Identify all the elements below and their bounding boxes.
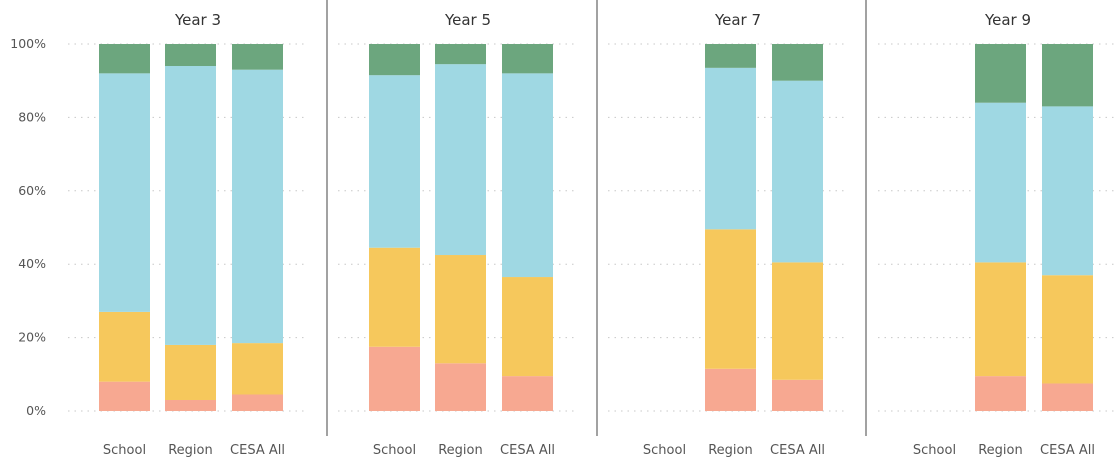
category-label: CESA All xyxy=(500,443,555,458)
y-tick-label: 100% xyxy=(10,36,46,51)
bar-segment xyxy=(705,229,756,369)
panel-title: Year 3 xyxy=(174,11,221,29)
bar-segment xyxy=(705,368,756,411)
bar-segment xyxy=(1042,383,1093,411)
bar-segment xyxy=(99,311,150,382)
bar-segment xyxy=(502,277,553,377)
bar-segment xyxy=(975,102,1026,263)
bar-segment xyxy=(772,379,823,411)
y-axis: 0% 20% 40% 60% 80% 100% xyxy=(10,36,46,418)
panel-title: Year 5 xyxy=(444,11,491,29)
bar-segment xyxy=(232,343,283,395)
bar-segment xyxy=(165,344,216,400)
bar-segment xyxy=(435,255,486,364)
category-label: Region xyxy=(168,443,213,458)
category-label: School xyxy=(373,443,416,458)
bar-segment xyxy=(1042,44,1093,107)
bar-segment xyxy=(772,262,823,380)
y-tick-label: 40% xyxy=(18,256,46,271)
bar-segment xyxy=(232,69,283,344)
bar-segment xyxy=(165,399,216,411)
y-tick-label: 80% xyxy=(18,109,46,124)
bar-segment xyxy=(975,262,1026,377)
category-label: Region xyxy=(708,443,753,458)
category-label: CESA All xyxy=(770,443,825,458)
bar-segment xyxy=(772,44,823,81)
y-tick-label: 20% xyxy=(18,330,46,345)
bar-segment xyxy=(369,346,420,411)
category-label: CESA All xyxy=(1040,443,1095,458)
bar-segment xyxy=(435,363,486,411)
bar-segment xyxy=(1042,275,1093,384)
bar-segment xyxy=(502,376,553,411)
bar-segment xyxy=(369,44,420,76)
bar-segment xyxy=(705,67,756,230)
panel-year-5: Year 5 School Region CESA All xyxy=(369,11,555,458)
bar-segment xyxy=(502,73,553,278)
bar-segment xyxy=(369,75,420,248)
bar-segment xyxy=(502,44,553,74)
bar-segment xyxy=(435,44,486,65)
bar-segment xyxy=(99,73,150,312)
bar-segment xyxy=(772,80,823,263)
bar-segment xyxy=(165,44,216,67)
bar-segment xyxy=(99,44,150,74)
bar-segment xyxy=(1042,106,1093,276)
category-label: School xyxy=(643,443,686,458)
bar-segment xyxy=(232,394,283,411)
category-label: School xyxy=(913,443,956,458)
panel-dividers xyxy=(326,0,867,436)
panel-year-3: Year 3 School Region CESA All xyxy=(99,11,285,458)
bar-segment xyxy=(99,381,150,411)
gridlines xyxy=(68,43,1117,412)
bar-segment xyxy=(975,376,1026,411)
bar-segment xyxy=(975,44,1026,103)
y-tick-label: 60% xyxy=(18,183,46,198)
category-label: Region xyxy=(438,443,483,458)
bar-segment xyxy=(165,66,216,345)
category-label: Region xyxy=(978,443,1023,458)
panel-year-9: Year 9 School Region CESA All xyxy=(913,11,1095,458)
y-tick-label: 0% xyxy=(26,403,46,418)
bar-segment xyxy=(232,44,283,70)
bar-segment xyxy=(435,64,486,256)
panel-title: Year 7 xyxy=(714,11,761,29)
bar-segment xyxy=(369,247,420,347)
bar-segment xyxy=(705,44,756,68)
category-label: School xyxy=(103,443,146,458)
panel-title: Year 9 xyxy=(984,11,1031,29)
chart-panels: Year 3 School Region CESA All Year 5 School Re… xyxy=(99,11,1095,458)
category-label: CESA All xyxy=(230,443,285,458)
panel-year-7: Year 7 School Region CESA All xyxy=(643,11,825,458)
